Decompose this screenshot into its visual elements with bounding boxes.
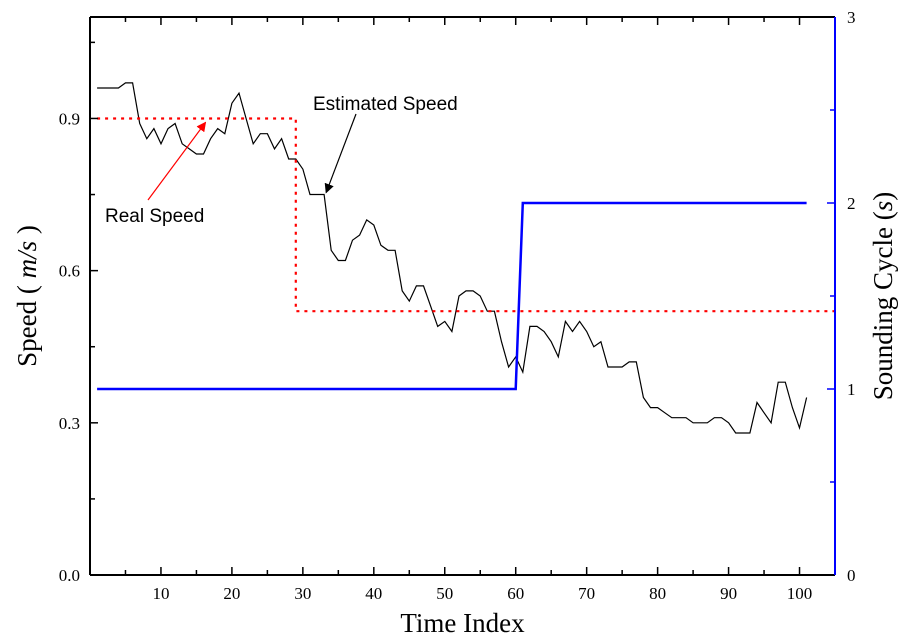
y-left-tick-label: 0.0 xyxy=(59,566,80,585)
x-axis-title: Time Index xyxy=(400,608,525,636)
y-left-title-prefix: Speed ( xyxy=(12,278,42,366)
estimated-speed-line xyxy=(97,82,808,434)
y-right-tick-label: 2 xyxy=(847,194,856,213)
annotation-estimated-arrow xyxy=(324,113,357,194)
x-tick-label: 60 xyxy=(507,584,524,603)
x-tick-label: 10 xyxy=(152,584,169,603)
y-right-tick-label: 1 xyxy=(847,380,856,399)
y-right-tick-label: 0 xyxy=(847,566,856,585)
annotation-estimated-speed: Estimated Speed xyxy=(313,94,458,115)
y-right-axis-title: Sounding Cycle (s) xyxy=(868,192,898,401)
x-tick-label: 30 xyxy=(294,584,311,603)
x-tick-label: 20 xyxy=(223,584,240,603)
y-right-title-suffix: ) xyxy=(868,192,898,201)
annotation-real-speed: Real Speed xyxy=(105,206,204,227)
x-tick-label: 90 xyxy=(720,584,737,603)
annotation-real-arrow xyxy=(147,121,207,201)
y-left-tick-label: 0.9 xyxy=(59,109,80,128)
x-tick-label: 80 xyxy=(649,584,666,603)
y-left-title-unit: m/s xyxy=(12,241,42,279)
x-tick-label: 40 xyxy=(365,584,382,603)
real-speed-line xyxy=(97,117,835,313)
y-right-tick-label: 3 xyxy=(847,8,856,27)
x-tick-label: 70 xyxy=(578,584,595,603)
y-left-tick-label: 0.3 xyxy=(59,414,80,433)
sounding-cycle-line xyxy=(97,201,807,391)
y-left-tick-label: 0.6 xyxy=(59,262,80,281)
y-left-title-suffix: ) xyxy=(12,225,42,241)
y-left-axis-title: Speed ( m/s ) xyxy=(12,225,42,367)
x-tick-label: 50 xyxy=(436,584,453,603)
y-right-title-prefix: Sounding Cycle ( xyxy=(868,211,898,400)
y-right-title-unit: s xyxy=(868,201,898,212)
x-tick-label: 100 xyxy=(787,584,813,603)
